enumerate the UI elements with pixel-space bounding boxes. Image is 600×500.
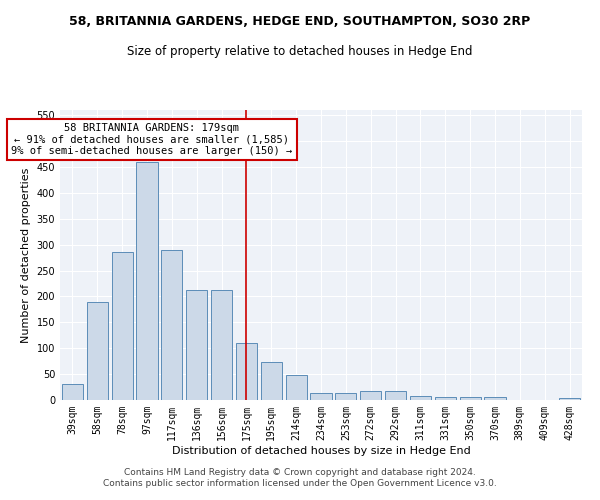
Bar (385, 390, 406, 400)
Bar (286, 375, 307, 400)
Bar (62, 384, 83, 400)
X-axis label: Distribution of detached houses by size in Hedge End: Distribution of detached houses by size … (172, 446, 470, 456)
Text: 58 BRITANNIA GARDENS: 179sqm
← 91% of detached houses are smaller (1,585)
9% of : 58 BRITANNIA GARDENS: 179sqm ← 91% of de… (11, 123, 293, 156)
Bar (186, 290, 207, 400)
Bar (559, 398, 580, 400)
Y-axis label: Number of detached properties: Number of detached properties (21, 168, 31, 342)
Bar (410, 396, 431, 400)
Bar (435, 398, 456, 400)
Text: Size of property relative to detached houses in Hedge End: Size of property relative to detached ho… (127, 45, 473, 58)
Bar (335, 394, 356, 400)
Bar (236, 343, 257, 400)
Text: Contains HM Land Registry data © Crown copyright and database right 2024.
Contai: Contains HM Land Registry data © Crown c… (103, 468, 497, 487)
Bar (460, 398, 481, 400)
Bar (310, 394, 332, 400)
Bar (211, 290, 232, 400)
Bar (360, 390, 381, 400)
Bar (87, 302, 108, 400)
Bar (161, 250, 182, 400)
Bar (484, 398, 506, 400)
Bar (112, 252, 133, 400)
Bar (136, 162, 158, 400)
Bar (261, 362, 282, 400)
Text: 58, BRITANNIA GARDENS, HEDGE END, SOUTHAMPTON, SO30 2RP: 58, BRITANNIA GARDENS, HEDGE END, SOUTHA… (70, 15, 530, 28)
